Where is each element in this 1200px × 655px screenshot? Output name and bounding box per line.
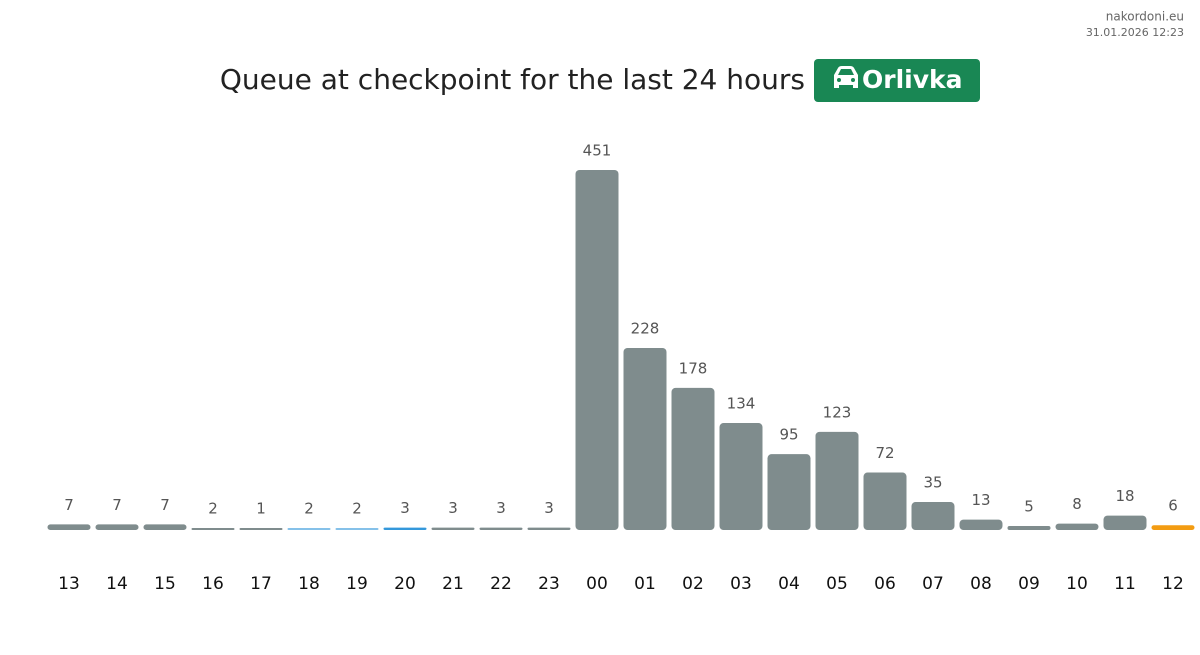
bar xyxy=(1151,525,1195,530)
x-tick-label: 11 xyxy=(1114,574,1136,594)
value-label: 18 xyxy=(1115,487,1134,505)
x-tick-label: 20 xyxy=(394,574,416,594)
x-tick-label: 16 xyxy=(202,574,224,594)
bar xyxy=(863,472,907,530)
x-tick-label: 19 xyxy=(346,574,368,594)
timestamp: 31.01.2026 12:23 xyxy=(1086,26,1184,39)
value-label: 35 xyxy=(923,474,942,492)
x-tick-label: 10 xyxy=(1066,574,1088,594)
value-label: 13 xyxy=(971,491,990,509)
x-tick-label: 15 xyxy=(154,574,176,594)
value-label: 2 xyxy=(352,500,362,518)
x-tick-label: 23 xyxy=(538,574,560,594)
value-label: 3 xyxy=(400,499,410,517)
bar xyxy=(479,527,523,530)
bar xyxy=(623,348,667,530)
bar xyxy=(1103,515,1147,530)
bar xyxy=(959,519,1003,530)
value-label: 7 xyxy=(64,496,74,514)
bar xyxy=(1007,526,1051,530)
x-tick-label: 05 xyxy=(826,574,848,594)
value-label: 178 xyxy=(679,359,708,377)
x-tick-label: 22 xyxy=(490,574,512,594)
bar xyxy=(287,528,331,530)
value-label: 3 xyxy=(448,499,458,517)
site-name: nakordoni.eu xyxy=(1106,10,1184,24)
bar xyxy=(527,527,571,530)
x-tick-label: 21 xyxy=(442,574,464,594)
bar xyxy=(815,431,859,530)
bar xyxy=(719,423,763,530)
bar xyxy=(911,502,955,530)
value-label: 123 xyxy=(823,403,852,421)
chart-title: Queue at checkpoint for the last 24 hour… xyxy=(220,63,805,96)
bar xyxy=(95,524,139,530)
value-label: 3 xyxy=(544,499,554,517)
value-label: 95 xyxy=(779,426,798,444)
value-label: 2 xyxy=(208,500,218,518)
x-tick-label: 12 xyxy=(1162,574,1184,594)
x-tick-label: 07 xyxy=(922,574,944,594)
car-icon xyxy=(834,66,858,88)
bar xyxy=(239,528,283,530)
bar xyxy=(191,528,235,530)
value-label: 8 xyxy=(1072,495,1082,513)
x-tick-label: 14 xyxy=(106,574,128,594)
bar xyxy=(431,527,475,530)
x-tick-label: 08 xyxy=(970,574,992,594)
badge-label: Orlivka xyxy=(862,65,963,94)
x-tick-label: 17 xyxy=(250,574,272,594)
value-label: 72 xyxy=(875,444,894,462)
bar xyxy=(1055,523,1099,530)
value-label: 7 xyxy=(112,496,122,514)
value-label: 3 xyxy=(496,499,506,517)
bar xyxy=(671,387,715,530)
bar xyxy=(47,524,91,530)
x-tick-label: 18 xyxy=(298,574,320,594)
bar xyxy=(575,170,619,530)
value-label: 7 xyxy=(160,496,170,514)
bar xyxy=(143,524,187,530)
value-label: 228 xyxy=(631,320,660,338)
x-tick-label: 00 xyxy=(586,574,608,594)
badge xyxy=(814,59,980,102)
x-tick-label: 06 xyxy=(874,574,896,594)
bar xyxy=(335,528,379,530)
value-label: 1 xyxy=(256,500,266,518)
x-tick-label: 13 xyxy=(58,574,80,594)
bar xyxy=(383,527,427,530)
value-label: 451 xyxy=(583,142,612,160)
value-label: 134 xyxy=(727,395,756,413)
value-label: 5 xyxy=(1024,498,1034,516)
x-tick-label: 03 xyxy=(730,574,752,594)
bar xyxy=(767,454,811,530)
x-tick-label: 01 xyxy=(634,574,656,594)
value-label: 6 xyxy=(1168,497,1178,515)
x-tick-label: 09 xyxy=(1018,574,1040,594)
x-tick-label: 02 xyxy=(682,574,704,594)
value-label: 2 xyxy=(304,500,314,518)
x-tick-label: 04 xyxy=(778,574,800,594)
